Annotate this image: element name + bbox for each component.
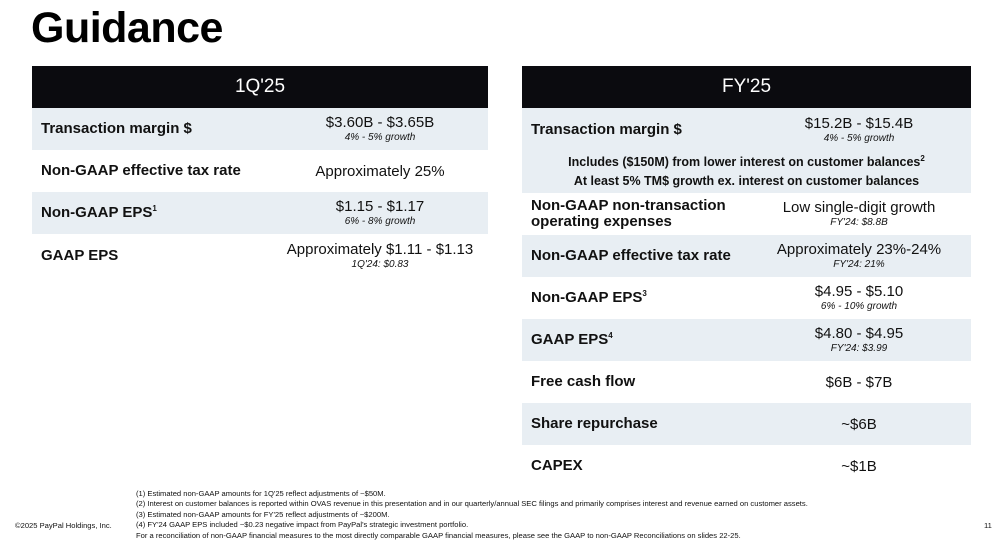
value-main: ~$6B [841, 416, 876, 433]
note-line: Includes ($150M) from lower interest on … [522, 153, 971, 172]
table-header: 1Q'25 [32, 66, 488, 108]
footnote: (1) Estimated non-GAAP amounts for 1Q'25… [136, 489, 808, 499]
transaction-margin-note: Includes ($150M) from lower interest on … [522, 151, 971, 193]
row-value: $6B - $7B [747, 374, 971, 391]
row-label: CAPEX [522, 458, 747, 474]
guidance-1q25-table: 1Q'25 Transaction margin $ $3.60B - $3.6… [32, 66, 488, 278]
value-sub: 1Q'24: $0.83 [352, 258, 409, 271]
page-title: Guidance [31, 4, 223, 53]
footnote: (4) FY'24 GAAP EPS included ~$0.23 negat… [136, 520, 808, 530]
footnote-ref: 3 [642, 289, 646, 298]
row-value: Approximately $1.11 - $1.13 1Q'24: $0.83 [272, 241, 488, 271]
row-label: Non-GAAP non-transaction operating expen… [522, 198, 747, 230]
row-label: Free cash flow [522, 374, 747, 390]
row-label: Share repurchase [522, 416, 747, 432]
footnote: For a reconciliation of non-GAAP financi… [136, 531, 808, 541]
row-label: Non-GAAP EPS1 [32, 205, 272, 221]
table-row: CAPEX ~$1B [522, 445, 971, 487]
value-main: $1.15 - $1.17 [336, 198, 424, 215]
row-value: Low single-digit growth FY'24: $8.8B [747, 199, 971, 229]
note-line: At least 5% TM$ growth ex. interest on c… [522, 172, 971, 191]
value-sub: 4% - 5% growth [345, 131, 416, 144]
footnote: (3) Estimated non-GAAP amounts for FY'25… [136, 510, 808, 520]
row-label: Transaction margin $ [32, 121, 272, 137]
row-value: $4.95 - $5.10 6% - 10% growth [747, 283, 971, 313]
table-row: Non-GAAP non-transaction operating expen… [522, 193, 971, 235]
row-value: $3.60B - $3.65B 4% - 5% growth [272, 114, 488, 144]
row-value: $15.2B - $15.4B 4% - 5% growth [747, 115, 971, 145]
row-value: $4.80 - $4.95 FY'24: $3.99 [747, 325, 971, 355]
table-row: GAAP EPS Approximately $1.11 - $1.13 1Q'… [32, 234, 488, 278]
table-row: Transaction margin $ $15.2B - $15.4B 4% … [522, 108, 971, 151]
page-number: 11 [984, 521, 992, 530]
table-row: Non-GAAP effective tax rate Approximatel… [522, 235, 971, 277]
table-row: GAAP EPS4 $4.80 - $4.95 FY'24: $3.99 [522, 319, 971, 361]
row-value: Approximately 25% [272, 163, 488, 180]
footnote-ref: 2 [920, 154, 924, 163]
footnote-ref: 4 [608, 331, 612, 340]
table-row: Share repurchase ~$6B [522, 403, 971, 445]
value-sub: FY'24: $8.8B [830, 216, 888, 229]
table-row: Non-GAAP EPS3 $4.95 - $5.10 6% - 10% gro… [522, 277, 971, 319]
row-label: GAAP EPS4 [522, 332, 747, 348]
value-sub: FY'24: $3.99 [831, 342, 887, 355]
guidance-fy25-table: FY'25 Transaction margin $ $15.2B - $15.… [522, 66, 971, 487]
value-sub: 4% - 5% growth [824, 132, 895, 145]
table-row: Transaction margin $ $3.60B - $3.65B 4% … [32, 108, 488, 150]
value-sub: 6% - 8% growth [345, 215, 416, 228]
row-value: ~$6B [747, 416, 971, 433]
footnote: (2) Interest on customer balances is rep… [136, 499, 808, 509]
row-label: GAAP EPS [32, 248, 272, 264]
table-row: Non-GAAP effective tax rate Approximatel… [32, 150, 488, 192]
row-label: Non-GAAP effective tax rate [32, 163, 272, 179]
value-main: $3.60B - $3.65B [326, 114, 434, 131]
value-main: Approximately 23%-24% [777, 241, 941, 258]
footnotes: (1) Estimated non-GAAP amounts for 1Q'25… [136, 489, 808, 541]
value-main: $4.80 - $4.95 [815, 325, 903, 342]
value-main: $4.95 - $5.10 [815, 283, 903, 300]
value-main: Approximately 25% [315, 163, 444, 180]
table-row: Non-GAAP EPS1 $1.15 - $1.17 6% - 8% grow… [32, 192, 488, 234]
table-row: Free cash flow $6B - $7B [522, 361, 971, 403]
footnote-ref: 1 [152, 204, 156, 213]
copyright: ©2025 PayPal Holdings, Inc. [15, 521, 112, 530]
table-header: FY'25 [522, 66, 971, 108]
row-value: ~$1B [747, 458, 971, 475]
row-value: $1.15 - $1.17 6% - 8% growth [272, 198, 488, 228]
value-main: Approximately $1.11 - $1.13 [287, 241, 474, 258]
row-label: Transaction margin $ [522, 122, 747, 138]
value-main: $6B - $7B [826, 374, 893, 391]
value-main: $15.2B - $15.4B [805, 115, 913, 132]
value-sub: FY'24: 21% [833, 258, 884, 271]
value-main: Low single-digit growth [783, 199, 936, 216]
row-label: Non-GAAP effective tax rate [522, 248, 747, 264]
value-sub: 6% - 10% growth [821, 300, 897, 313]
value-main: ~$1B [841, 458, 876, 475]
row-value: Approximately 23%-24% FY'24: 21% [747, 241, 971, 271]
row-label: Non-GAAP EPS3 [522, 290, 747, 306]
